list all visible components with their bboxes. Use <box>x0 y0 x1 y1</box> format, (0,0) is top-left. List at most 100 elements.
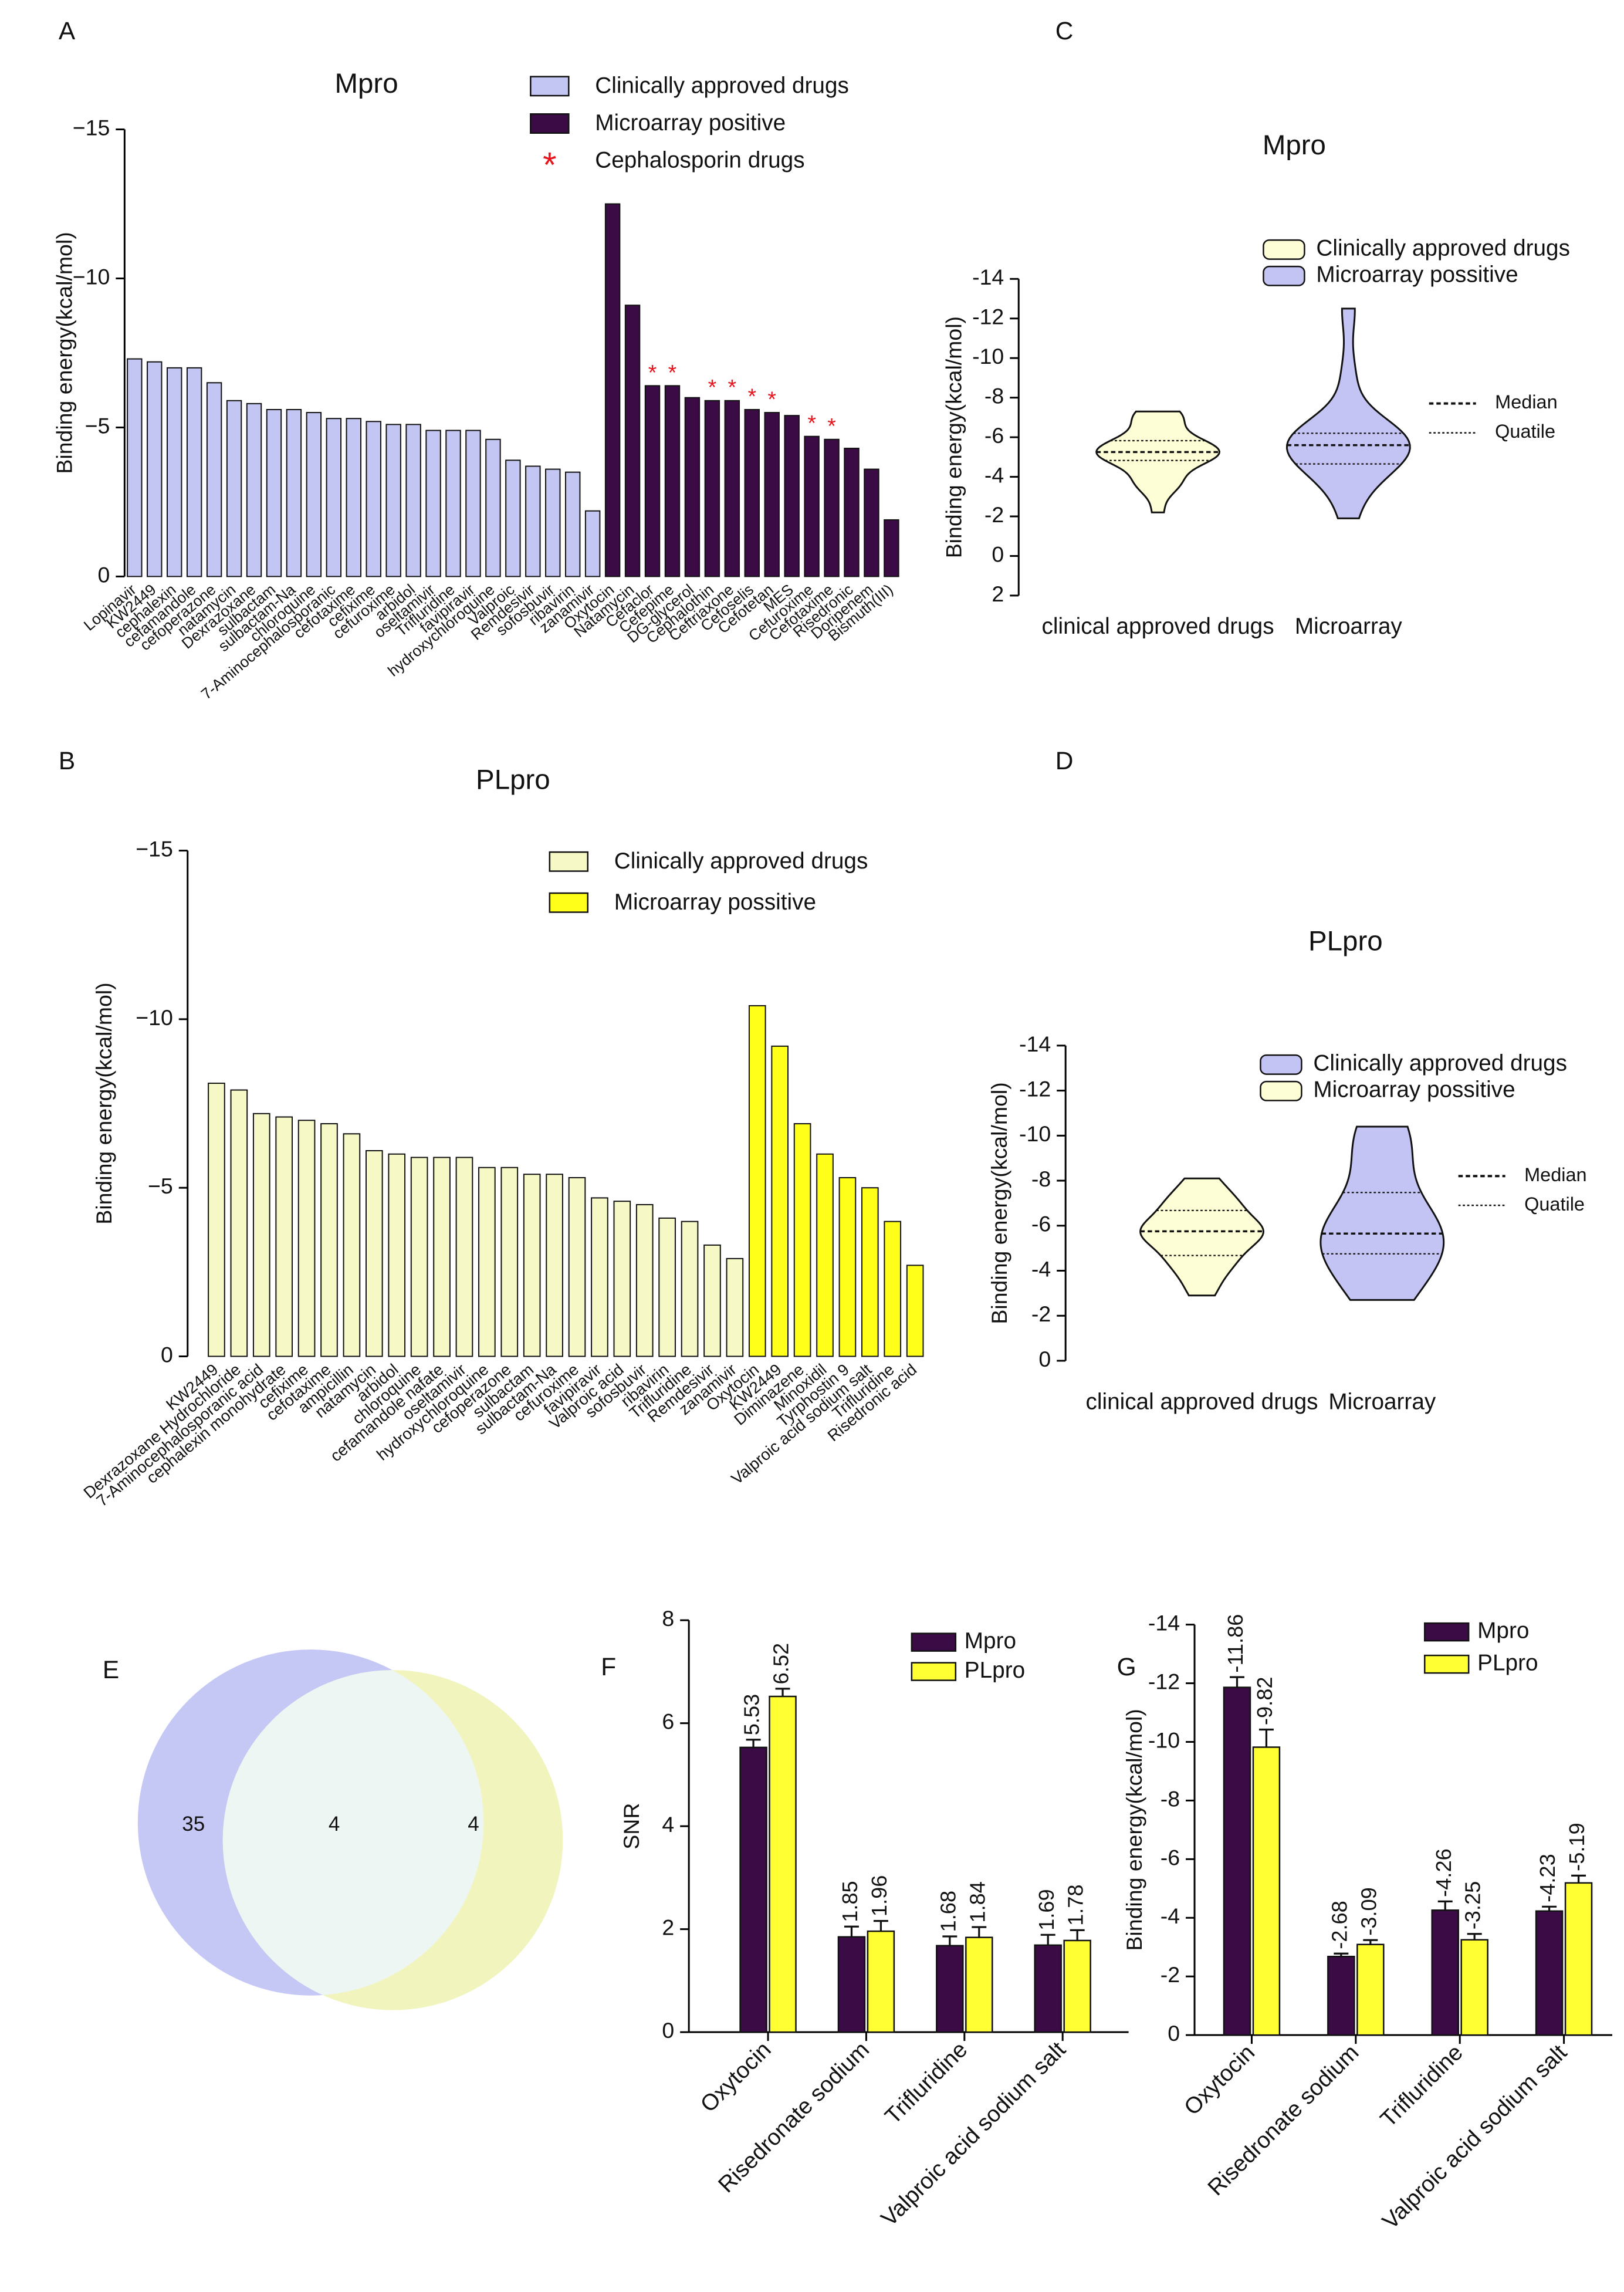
bar <box>884 1221 902 1357</box>
y-tick-label: -6 <box>984 423 1004 448</box>
data-label: 5.53 <box>740 1694 764 1736</box>
y-tick-label: 8 <box>662 1606 674 1631</box>
y-axis-label: Binding energy(kcal/mol) <box>942 316 966 558</box>
violin <box>1095 410 1221 513</box>
cephalosporin-star: * <box>807 411 816 435</box>
y-tick-label: -2 <box>1161 1962 1180 1987</box>
bar <box>186 367 202 577</box>
data-label: 1.84 <box>965 1881 989 1923</box>
y-axis-label: Binding energy(kcal/mol) <box>987 1082 1011 1324</box>
bar <box>726 1257 744 1357</box>
y-tick-label: -14 <box>1148 1611 1180 1635</box>
y-tick-label: -10 <box>1148 1728 1180 1752</box>
bar <box>744 408 760 577</box>
chart-title: PLpro <box>1308 926 1383 957</box>
legend-swatch <box>549 851 589 872</box>
data-label: -11.86 <box>1223 1614 1247 1673</box>
legend-label: Clinically approved drugs <box>595 73 849 98</box>
y-tick-label: -8 <box>1161 1786 1180 1811</box>
legend-label: Mpro <box>1477 1618 1529 1643</box>
panel-letter: G <box>1117 1653 1136 1681</box>
legend-label: Microarray possitive <box>614 890 816 915</box>
y-tick-label: −10 <box>73 264 110 289</box>
panel-letter: D <box>1055 747 1074 775</box>
bar <box>867 1930 895 2033</box>
x-tick-label: Oxytocin <box>696 2037 776 2117</box>
y-tick-label: -2 <box>1031 1301 1051 1326</box>
bar <box>884 519 899 577</box>
data-label: 1.85 <box>838 1881 862 1922</box>
bar <box>936 1945 964 2033</box>
y-tick-label: 2 <box>662 1915 674 1940</box>
bar <box>906 1265 924 1357</box>
bar <box>343 1133 361 1357</box>
y-tick-label: -2 <box>984 502 1004 527</box>
bar <box>824 438 840 577</box>
data-label: 1.69 <box>1034 1889 1058 1931</box>
bar <box>266 408 282 577</box>
x-tick-label: clinical approved drugs <box>1086 1390 1318 1415</box>
y-tick-label: -8 <box>984 384 1004 408</box>
bar <box>306 412 322 577</box>
bar <box>816 1153 834 1357</box>
bar <box>275 1116 293 1357</box>
bar <box>624 305 641 577</box>
bar <box>500 1167 519 1357</box>
bar <box>388 1153 406 1357</box>
bar <box>546 1174 563 1357</box>
bar <box>658 1217 676 1357</box>
bar <box>1223 1686 1251 2036</box>
legend-label: PLpro <box>965 1658 1025 1683</box>
bar <box>523 1174 541 1357</box>
violin <box>1285 307 1411 519</box>
bar <box>455 1157 473 1357</box>
y-tick-label: 4 <box>662 1812 674 1837</box>
legend-swatch <box>1263 265 1305 286</box>
y-tick-label: -8 <box>1031 1167 1051 1191</box>
legend-swatch <box>530 113 570 134</box>
bar <box>297 1120 316 1357</box>
bar <box>804 435 820 577</box>
panel-letter: A <box>59 17 76 45</box>
legend-label: Clinically approved drugs <box>1313 1051 1567 1076</box>
panel-letter: C <box>1055 17 1074 45</box>
data-label: -4.26 <box>1432 1848 1456 1897</box>
panel-letter: E <box>103 1656 119 1683</box>
x-tick-label: Microarray <box>1295 614 1402 639</box>
bar <box>591 1197 608 1357</box>
bar <box>604 203 621 577</box>
data-label: 1.78 <box>1064 1884 1088 1926</box>
bar <box>771 1045 789 1357</box>
bar <box>208 1083 225 1357</box>
chart-title: PLpro <box>476 765 550 796</box>
bar <box>748 1005 766 1357</box>
data-label: -3.09 <box>1356 1887 1381 1936</box>
legend-label: Clinically approved drugs <box>1316 236 1570 261</box>
legend-star: * <box>543 145 556 184</box>
bar <box>433 1157 451 1357</box>
data-label: -9.82 <box>1253 1676 1277 1725</box>
y-tick-label: 0 <box>1038 1347 1051 1371</box>
bar <box>1431 1909 1459 2036</box>
x-tick-label: Valproic acid sodium salt <box>877 2037 1071 2231</box>
bar <box>206 382 222 577</box>
bar <box>246 403 262 577</box>
legend-swatch <box>911 1662 957 1681</box>
y-tick-label: -4 <box>1161 1904 1180 1928</box>
bar <box>147 361 163 577</box>
bar <box>724 400 740 577</box>
data-label: -3.25 <box>1461 1881 1485 1930</box>
legend-swatch <box>549 892 589 913</box>
bar <box>838 1177 857 1357</box>
y-tick-label: 0 <box>161 1342 173 1367</box>
x-tick-label: Oxytocin <box>1179 2040 1260 2120</box>
bar <box>505 459 521 577</box>
cephalosporin-star: * <box>708 375 717 400</box>
bar <box>764 412 780 577</box>
y-tick-label: -10 <box>972 344 1004 369</box>
y-tick-label: -12 <box>972 305 1004 329</box>
y-axis-label: Binding energy(kcal/mol) <box>52 232 76 474</box>
cephalosporin-star: * <box>648 360 657 384</box>
cephalosporin-star: * <box>728 375 737 400</box>
